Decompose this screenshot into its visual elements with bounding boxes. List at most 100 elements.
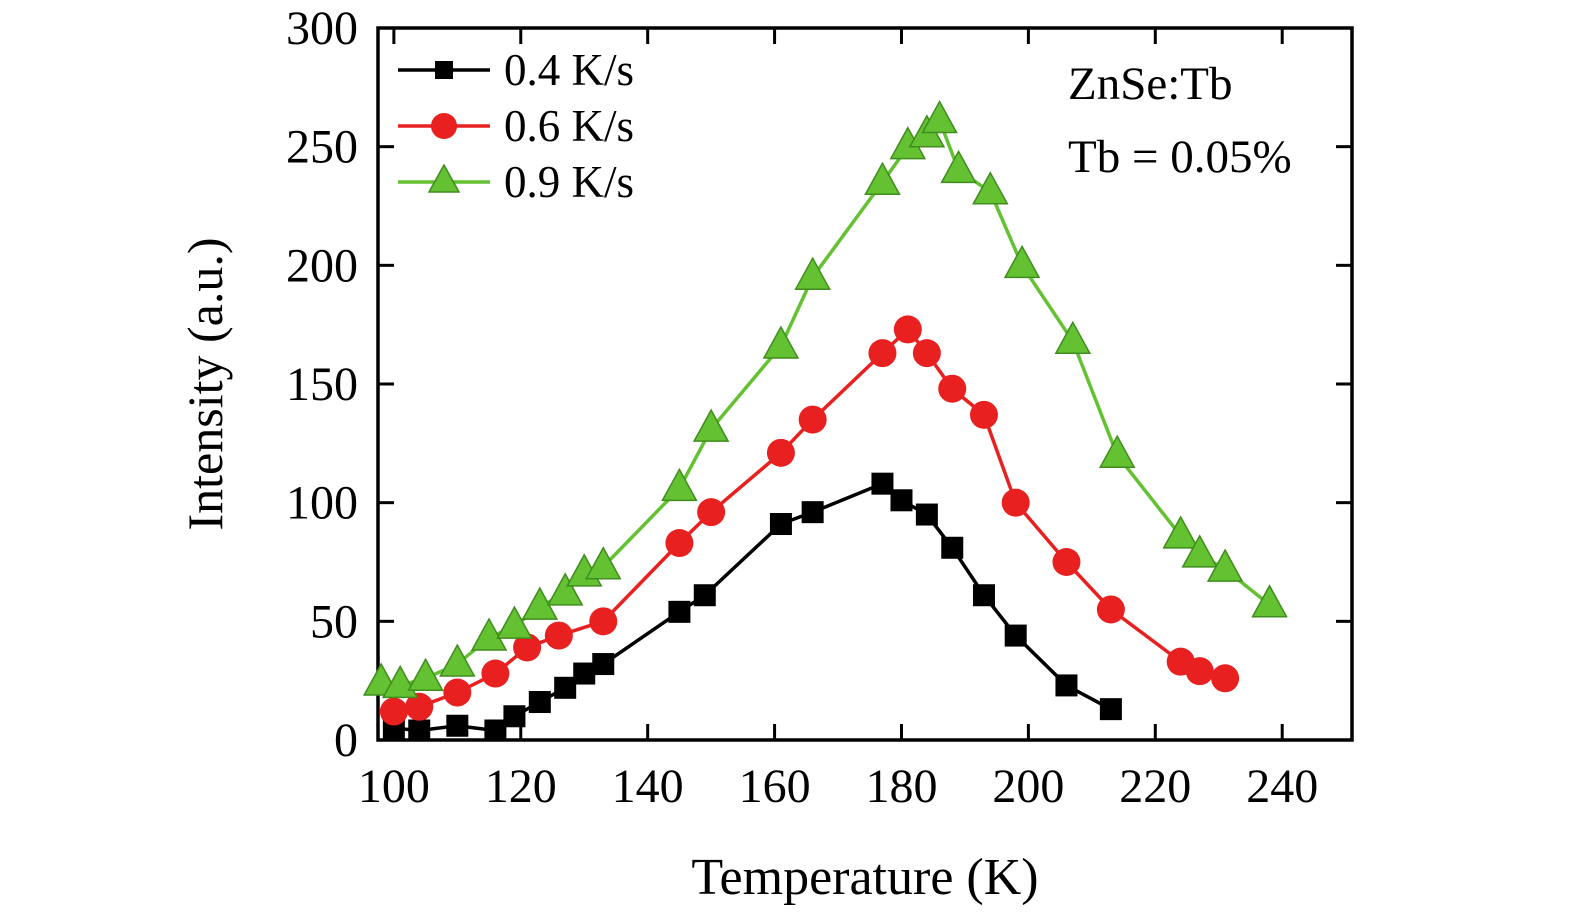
data-point-triangle	[1206, 548, 1244, 582]
legend-label-1: 0.6 K/s	[504, 101, 635, 151]
legend-item-1: 0.6 K/s	[396, 101, 635, 151]
data-point-triangle	[470, 617, 508, 651]
data-point-square	[554, 676, 577, 699]
y-axis-label: Intensity (a.u.)	[177, 237, 233, 531]
x-tick-label: 140	[612, 760, 684, 813]
data-point-circle	[912, 339, 941, 368]
data-point-triangle	[546, 572, 584, 606]
data-point-circle	[969, 400, 998, 429]
data-point-triangle	[762, 325, 800, 359]
legend-label-0: 0.4 K/s	[504, 45, 635, 95]
data-point-circle	[1096, 595, 1125, 624]
data-point-triangle	[692, 408, 730, 442]
data-point-square	[1055, 674, 1078, 697]
data-point-circle	[938, 374, 967, 403]
data-point-square	[408, 719, 431, 742]
data-point-triangle	[427, 164, 461, 193]
y-tick-label: 50	[310, 595, 358, 648]
data-point-square	[446, 714, 469, 737]
data-point-square	[1099, 698, 1122, 721]
x-tick-label: 180	[865, 760, 937, 813]
x-tick-label: 220	[1119, 760, 1191, 813]
x-axis-label: Temperature (K)	[691, 849, 1039, 906]
data-point-triangle	[1251, 584, 1288, 618]
data-point-triangle	[1054, 320, 1092, 355]
data-point-triangle	[496, 605, 533, 639]
data-point-triangle	[584, 546, 622, 580]
annotation-concentration: Tb = 0.05%	[1068, 130, 1292, 183]
series-line	[393, 481, 1112, 733]
data-point-circle	[1185, 657, 1214, 686]
data-point-circle	[868, 339, 897, 368]
data-point-circle	[513, 633, 542, 662]
data-point-triangle	[794, 256, 831, 290]
legend: 0.4 K/s 0.6 K/s 0.9 K/s	[396, 45, 635, 207]
data-point-circle	[481, 659, 510, 688]
data-point-circle	[766, 438, 795, 467]
data-point-square	[941, 536, 964, 559]
y-tick-label: 300	[286, 2, 358, 55]
x-tick-label: 160	[739, 760, 811, 813]
data-point-triangle	[1098, 434, 1136, 468]
data-point-circle	[665, 529, 694, 558]
legend-marker-circle-icon	[398, 113, 490, 139]
data-point-square	[890, 489, 913, 512]
series-0.9-K-s	[362, 100, 1288, 699]
data-point-square	[915, 503, 938, 526]
annotation-block: ZnSe:Tb Tb = 0.05%	[1068, 48, 1292, 194]
legend-marker-square-icon	[398, 61, 490, 79]
data-point-square	[528, 691, 551, 714]
data-point-circle	[1001, 488, 1030, 517]
data-point-square	[503, 705, 526, 728]
data-point-square	[871, 472, 894, 495]
legend-item-0: 0.4 K/s	[396, 45, 635, 95]
data-point-triangle	[1181, 534, 1218, 568]
data-point-circle	[798, 405, 827, 434]
data-point-triangle	[940, 149, 977, 184]
data-point-triangle	[921, 100, 958, 134]
x-tick-label: 120	[485, 760, 557, 813]
data-point-square	[435, 61, 453, 79]
series-0.4-K-s	[382, 472, 1122, 742]
data-point-triangle	[439, 643, 476, 677]
data-point-triangle	[972, 171, 1009, 205]
series-line	[393, 326, 1226, 714]
data-point-square	[769, 513, 792, 536]
y-tick-label: 250	[286, 121, 358, 174]
data-point-square	[592, 653, 615, 676]
data-point-circle	[893, 315, 922, 344]
legend-marker-triangle-icon	[398, 164, 490, 193]
y-tick-label: 200	[286, 239, 358, 292]
y-tick-label: 0	[334, 714, 358, 767]
data-point-circle	[443, 678, 472, 707]
y-tick-label: 150	[286, 358, 358, 411]
data-point-square	[693, 584, 716, 607]
data-point-triangle	[864, 161, 901, 196]
legend-label-2: 0.9 K/s	[504, 157, 635, 207]
data-point-square	[484, 719, 507, 742]
data-point-circle	[405, 692, 434, 721]
data-point-circle	[1211, 664, 1240, 693]
x-tick-label: 240	[1246, 760, 1318, 813]
series-0.6-K-s	[379, 315, 1240, 726]
data-point-circle	[589, 607, 618, 636]
legend-item-2: 0.9 K/s	[396, 157, 635, 207]
data-point-square	[801, 501, 824, 524]
data-point-square	[573, 662, 596, 685]
x-tick-label: 100	[358, 760, 430, 813]
data-point-circle	[697, 498, 726, 527]
annotation-sample: ZnSe:Tb	[1068, 58, 1233, 110]
y-tick-label: 100	[286, 477, 358, 530]
data-point-triangle	[1162, 515, 1199, 549]
x-tick-label: 200	[992, 760, 1064, 813]
data-point-square	[668, 600, 691, 623]
data-point-triangle	[1003, 244, 1041, 279]
data-point-circle	[544, 621, 573, 650]
data-point-circle	[379, 697, 408, 726]
data-point-square	[972, 584, 995, 607]
data-point-circle	[431, 113, 457, 139]
data-point-triangle	[407, 657, 444, 692]
data-point-circle	[1052, 548, 1081, 576]
